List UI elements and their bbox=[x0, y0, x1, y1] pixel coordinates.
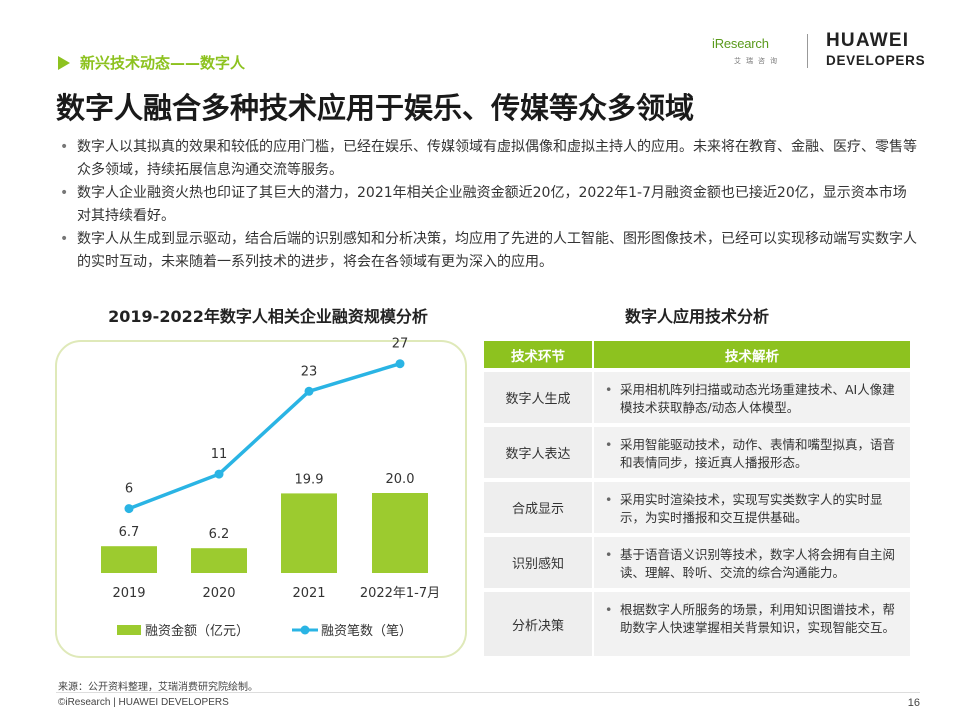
bullet-item: 数字人从生成到显示驱动，结合后端的识别感知和分析决策，均应用了先进的人工智能、图… bbox=[60, 228, 920, 274]
chart-frame bbox=[55, 340, 467, 658]
chart-bar bbox=[191, 548, 247, 573]
table-title: 数字人应用技术分析 bbox=[624, 307, 769, 326]
footer-copyright: ©iResearch | HUAWEI DEVELOPERS bbox=[58, 697, 229, 708]
row-desc: 采用实时渲染技术，实现写实类数字人的实时显示，为实时播报和交互提供基础。 bbox=[594, 482, 910, 533]
table-row: 数字人表达 采用智能驱动技术，动作、表情和嘴型拟真，语音和表情同步，接近真人播报… bbox=[484, 427, 910, 478]
bar-value-label: 20.0 bbox=[386, 472, 415, 487]
table-header-row: 技术环节 技术解析 bbox=[484, 341, 910, 368]
bullet-item: 数字人企业融资火热也印证了其巨大的潜力，2021年相关企业融资金额近20亿，20… bbox=[60, 182, 920, 228]
header-stage: 技术环节 bbox=[484, 341, 592, 368]
x-tick-label: 2020 bbox=[202, 586, 235, 601]
summary-bullets: 数字人以其拟真的效果和较低的应用门槛，已经在娱乐、传媒领域有虚拟偶像和虚拟主持人… bbox=[60, 136, 920, 274]
legend-marker-count bbox=[300, 625, 310, 635]
iresearch-logo-text: iResearch bbox=[712, 36, 769, 51]
chart-title: 2019-2022年数字人相关企业融资规模分析 bbox=[108, 307, 428, 326]
bullet-item: 数字人以其拟真的效果和较低的应用门槛，已经在娱乐、传媒领域有虚拟偶像和虚拟主持人… bbox=[60, 136, 920, 182]
legend-swatch-amount bbox=[117, 625, 141, 635]
series-line-count bbox=[128, 362, 401, 511]
header-analysis: 技术解析 bbox=[594, 341, 910, 368]
row-stage: 数字人生成 bbox=[484, 372, 592, 423]
table-row: 分析决策 根据数字人所服务的场景，利用知识图谱技术，帮助数字人快速掌握相关背景知… bbox=[484, 592, 910, 656]
breadcrumb: 新兴技术动态——数字人 bbox=[58, 52, 245, 73]
line-value-label: 11 bbox=[211, 447, 228, 462]
row-desc: 根据数字人所服务的场景，利用知识图谱技术，帮助数字人快速掌握相关背景知识，实现智… bbox=[594, 592, 910, 656]
line-value-label: 27 bbox=[392, 337, 409, 352]
iresearch-logo-subtext: 艾瑞咨询 bbox=[734, 57, 782, 65]
huawei-logo-line2: DEVELOPERS bbox=[826, 53, 926, 68]
page-title: 数字人融合多种技术应用于娱乐、传媒等众多领域 bbox=[56, 91, 695, 125]
row-stage: 识别感知 bbox=[484, 537, 592, 588]
line-value-label: 6 bbox=[125, 482, 133, 497]
x-tick-label: 2021 bbox=[292, 586, 325, 601]
row-stage: 合成显示 bbox=[484, 482, 592, 533]
tech-analysis-table: 技术环节 技术解析 数字人生成 采用相机阵列扫描或动态光场重建技术、AI人像建模… bbox=[484, 341, 910, 656]
line-value-label: 23 bbox=[301, 364, 318, 379]
huawei-developers-logo: HUAWEI DEVELOPERS bbox=[826, 31, 925, 68]
table-row: 识别感知 基于语音语义识别等技术，数字人将会拥有自主阅读、理解、聆听、交流的综合… bbox=[484, 537, 910, 588]
row-stage: 数字人表达 bbox=[484, 427, 592, 478]
logo-divider bbox=[807, 34, 808, 68]
huawei-logo-line1: HUAWEI bbox=[826, 30, 910, 51]
line-point bbox=[304, 386, 314, 396]
table-row: 合成显示 采用实时渲染技术，实现写实类数字人的实时显示，为实时播报和交互提供基础… bbox=[484, 482, 910, 533]
chart-bar bbox=[281, 493, 337, 573]
bar-value-label: 19.9 bbox=[295, 472, 324, 487]
row-desc: 采用相机阵列扫描或动态光场重建技术、AI人像建模技术获取静态/动态人体模型。 bbox=[594, 372, 910, 423]
legend-label-count: 融资笔数（笔） bbox=[321, 623, 412, 639]
chart-bar bbox=[101, 546, 157, 573]
page-number: 16 bbox=[907, 697, 920, 709]
legend-label-amount: 融资金额（亿元） bbox=[145, 623, 249, 639]
line-point bbox=[124, 504, 134, 514]
iresearch-logo: iResearch 艾瑞咨询 bbox=[712, 36, 788, 68]
x-tick-label: 2019 bbox=[112, 586, 145, 601]
footer-divider bbox=[56, 692, 920, 693]
row-desc: 采用智能驱动技术，动作、表情和嘴型拟真，语音和表情同步，接近真人播报形态。 bbox=[594, 427, 910, 478]
breadcrumb-label: 新兴技术动态——数字人 bbox=[80, 54, 246, 72]
bar-value-label: 6.7 bbox=[119, 525, 140, 540]
bar-value-label: 6.2 bbox=[209, 527, 230, 542]
x-tick-label: 2022年1-7月 bbox=[360, 586, 440, 601]
source-note: 来源：公开资料整理，艾瑞消费研究院绘制。 bbox=[58, 682, 258, 693]
triangle-marker-icon bbox=[58, 55, 70, 70]
chart-bar bbox=[372, 493, 428, 573]
table-row: 数字人生成 采用相机阵列扫描或动态光场重建技术、AI人像建模技术获取静态/动态人… bbox=[484, 372, 910, 423]
row-stage: 分析决策 bbox=[484, 592, 592, 656]
line-point bbox=[395, 359, 405, 369]
line-point bbox=[214, 469, 224, 479]
row-desc: 基于语音语义识别等技术，数字人将会拥有自主阅读、理解、聆听、交流的综合沟通能力。 bbox=[594, 537, 910, 588]
